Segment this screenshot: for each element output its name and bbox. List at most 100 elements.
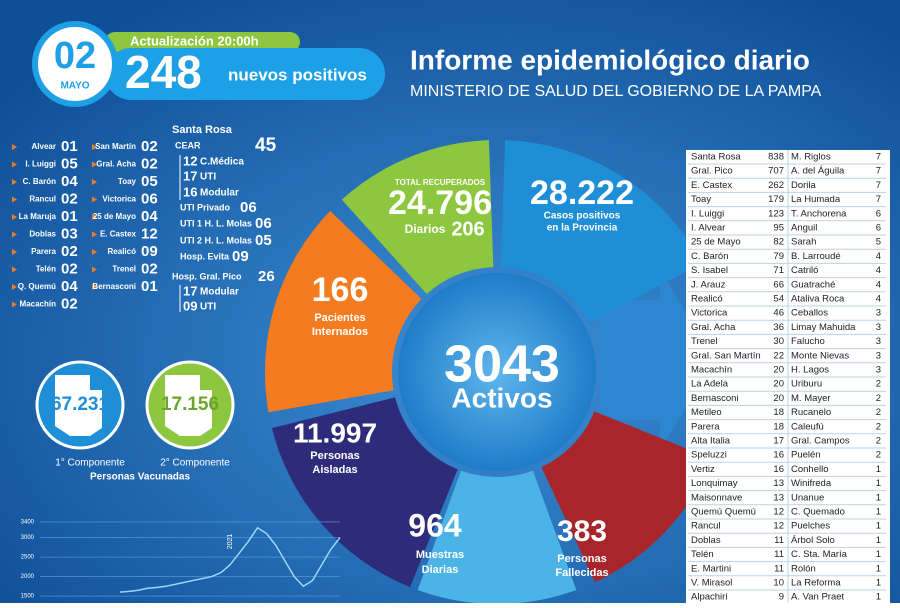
table-value: 18 (773, 421, 784, 432)
table-value: 20 (773, 379, 784, 390)
table-value: 123 (768, 208, 784, 219)
table-name: Parera (691, 421, 720, 432)
bullet (92, 249, 97, 255)
locality-value: 02 (61, 243, 78, 260)
table-value: 3 (876, 322, 881, 333)
table-name: Gral. Pico (691, 166, 733, 177)
bullet (92, 161, 97, 168)
bullet (12, 214, 17, 220)
table-name: Toay (691, 194, 711, 205)
donut-segment (341, 140, 494, 294)
table-value: 30 (773, 336, 784, 347)
table-name: Limay Mahuida (791, 322, 856, 333)
title: Informe epidemiológico diario (410, 44, 810, 75)
table-value: 20 (773, 365, 784, 376)
table-name: Anguil (791, 223, 817, 234)
locality-name: Trenel (112, 265, 136, 274)
locality-name: C. Barón (23, 177, 56, 186)
y-tick-label: 2000 (21, 574, 35, 580)
date-circle (32, 21, 118, 107)
table-name: V. Mirasol (691, 578, 732, 589)
donut-segment (271, 397, 458, 588)
table-name: Gral. San Martín (691, 350, 761, 361)
isolated-line: Aisladas (312, 464, 357, 476)
table-value: 13 (773, 478, 784, 489)
table-name: T. Anchorena (791, 208, 847, 219)
bullet (12, 196, 17, 203)
hospital-label: CEAR (175, 140, 201, 150)
hospital-label: Hosp. Gral. Pico (172, 271, 242, 281)
table-value: 1 (876, 478, 881, 489)
hospital-value: 26 (258, 268, 275, 285)
table-name: I. Luiggi (691, 208, 724, 219)
table-name: Rolón (791, 563, 816, 574)
active-value: 3043 (444, 336, 560, 394)
table-name: Rucanelo (791, 407, 831, 418)
table-name: Falucho (791, 336, 825, 347)
table-name: Sarah (791, 237, 816, 248)
table-name: Guatraché (791, 279, 835, 290)
table-value: 6 (876, 208, 881, 219)
table-value: 2 (876, 436, 881, 447)
hospital-label: UTI (200, 302, 216, 313)
table-name: Realicó (691, 294, 723, 305)
bullet (12, 284, 17, 290)
table-name: Unanue (791, 492, 824, 503)
bullet (92, 214, 97, 220)
locality-value: 12 (141, 225, 158, 242)
table-name: Winifreda (791, 478, 832, 489)
table-name: Árbol Solo (791, 535, 835, 546)
table-value: 2 (876, 407, 881, 418)
locality-name: Realicó (108, 247, 137, 256)
hospital-label: C.Médica (200, 157, 244, 168)
locality-name: Gral. Acha (96, 160, 136, 169)
table-name: Gral. Acha (691, 322, 736, 333)
locality-name: 25 de Mayo (93, 212, 136, 221)
deaths-value: 383 (557, 515, 607, 548)
table-value: 3 (876, 350, 881, 361)
table-value: 6 (876, 223, 881, 234)
table-value: 11 (774, 549, 784, 560)
table-name: Monte Nievas (791, 350, 849, 361)
hospital-value: 06 (240, 199, 257, 216)
table-value: 82 (773, 237, 784, 248)
cases-line: Casos positivos (544, 211, 621, 222)
table-value: 95 (773, 223, 784, 234)
locality-name: Alvear (32, 142, 56, 151)
hospital-label: UTI 2 H. L. Molas (180, 235, 252, 245)
isolated-value: 11.997 (293, 417, 377, 448)
table-value: 2 (876, 379, 881, 390)
table-name: Alta Italia (691, 436, 731, 447)
table-name: Telén (691, 549, 714, 560)
locality-value: 01 (141, 278, 158, 295)
table-value: 1 (876, 563, 881, 574)
table-name: La Humada (791, 194, 841, 205)
cases-value: 28.222 (530, 174, 634, 212)
daily-label: Diarios (405, 222, 446, 236)
table-name: Vertiz (691, 464, 715, 475)
subtitle: MINISTERIO DE SALUD DEL GOBIERNO DE LA P… (410, 83, 822, 100)
table-value: 54 (773, 294, 784, 305)
hospital-label: UTI (200, 172, 216, 183)
locality-name: I. Luiggi (25, 160, 56, 169)
table-name: Maisonnave (691, 492, 742, 503)
table-value: 4 (876, 279, 881, 290)
bullet (12, 249, 17, 255)
table-value: 707 (768, 166, 784, 177)
bullet (12, 301, 17, 308)
table-name: La Adela (691, 379, 729, 390)
vaccine-second: 17.156 (161, 394, 219, 415)
table-value: 1 (876, 507, 881, 518)
cases-pill (105, 48, 385, 100)
y-tick-label: 1500 (21, 594, 35, 600)
table-value: 13 (773, 492, 784, 503)
table-value: 1 (876, 492, 881, 503)
table-name: Caleufú (791, 421, 824, 432)
table-value: 16 (773, 450, 784, 461)
table-value: 262 (768, 180, 784, 191)
bullet (92, 284, 97, 290)
table-name: Quemú Quemú (691, 507, 756, 518)
donut-segment (265, 210, 422, 413)
table-value: 11 (774, 535, 784, 546)
bullet (12, 266, 17, 273)
